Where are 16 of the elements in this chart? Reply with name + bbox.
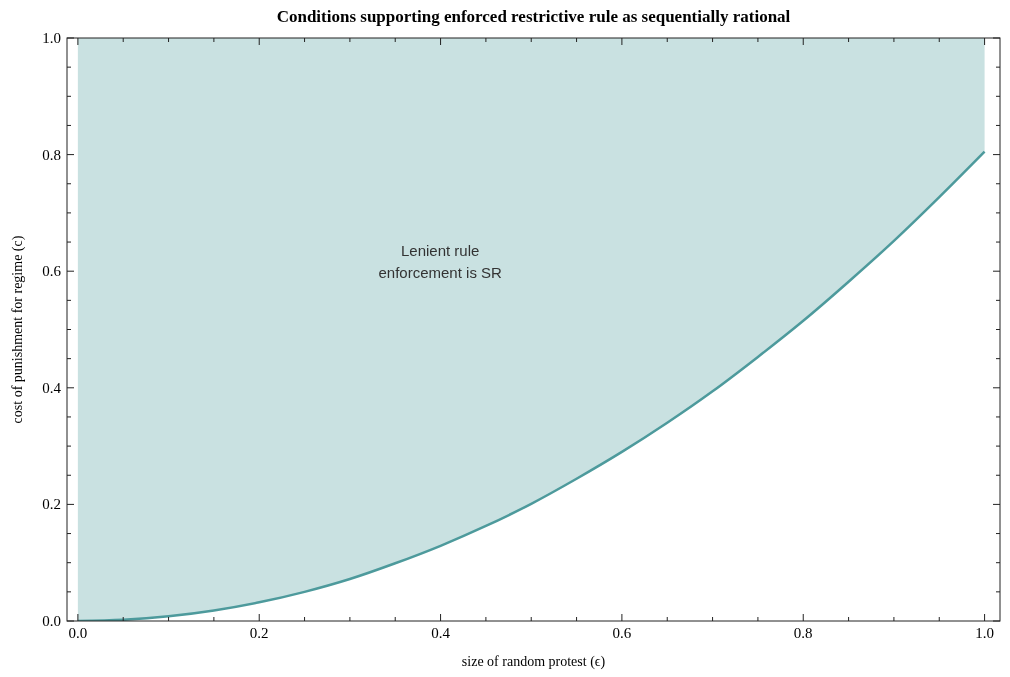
x-tick-label: 0.0 xyxy=(68,625,88,641)
y-tick-label: 1.0 xyxy=(42,30,61,46)
annotation: Lenient rule enforcement is SR xyxy=(378,241,503,281)
x-tick-label: 0.6 xyxy=(612,625,632,641)
x-axis-title: size of random protest (ϵ) xyxy=(461,654,606,670)
y-tick-label: 0.6 xyxy=(42,263,62,280)
x-tick-label: 0.2 xyxy=(249,625,269,641)
x-tick-label: 0.8 xyxy=(793,625,813,641)
y-tick-label: 0.0 xyxy=(42,613,61,629)
chart-title: Conditions supporting enforced restrictive rule as sequentially rational xyxy=(276,7,791,26)
x-tick-label: 0.4 xyxy=(431,625,451,641)
y-tick-label: 0.2 xyxy=(42,496,61,513)
y-axis-title: cost of punishment for regime (c) xyxy=(10,235,26,424)
y-tick-label: 0.4 xyxy=(42,379,62,396)
x-tick-label: 1.0 xyxy=(975,625,994,641)
y-tick-label: 0.8 xyxy=(42,146,61,163)
